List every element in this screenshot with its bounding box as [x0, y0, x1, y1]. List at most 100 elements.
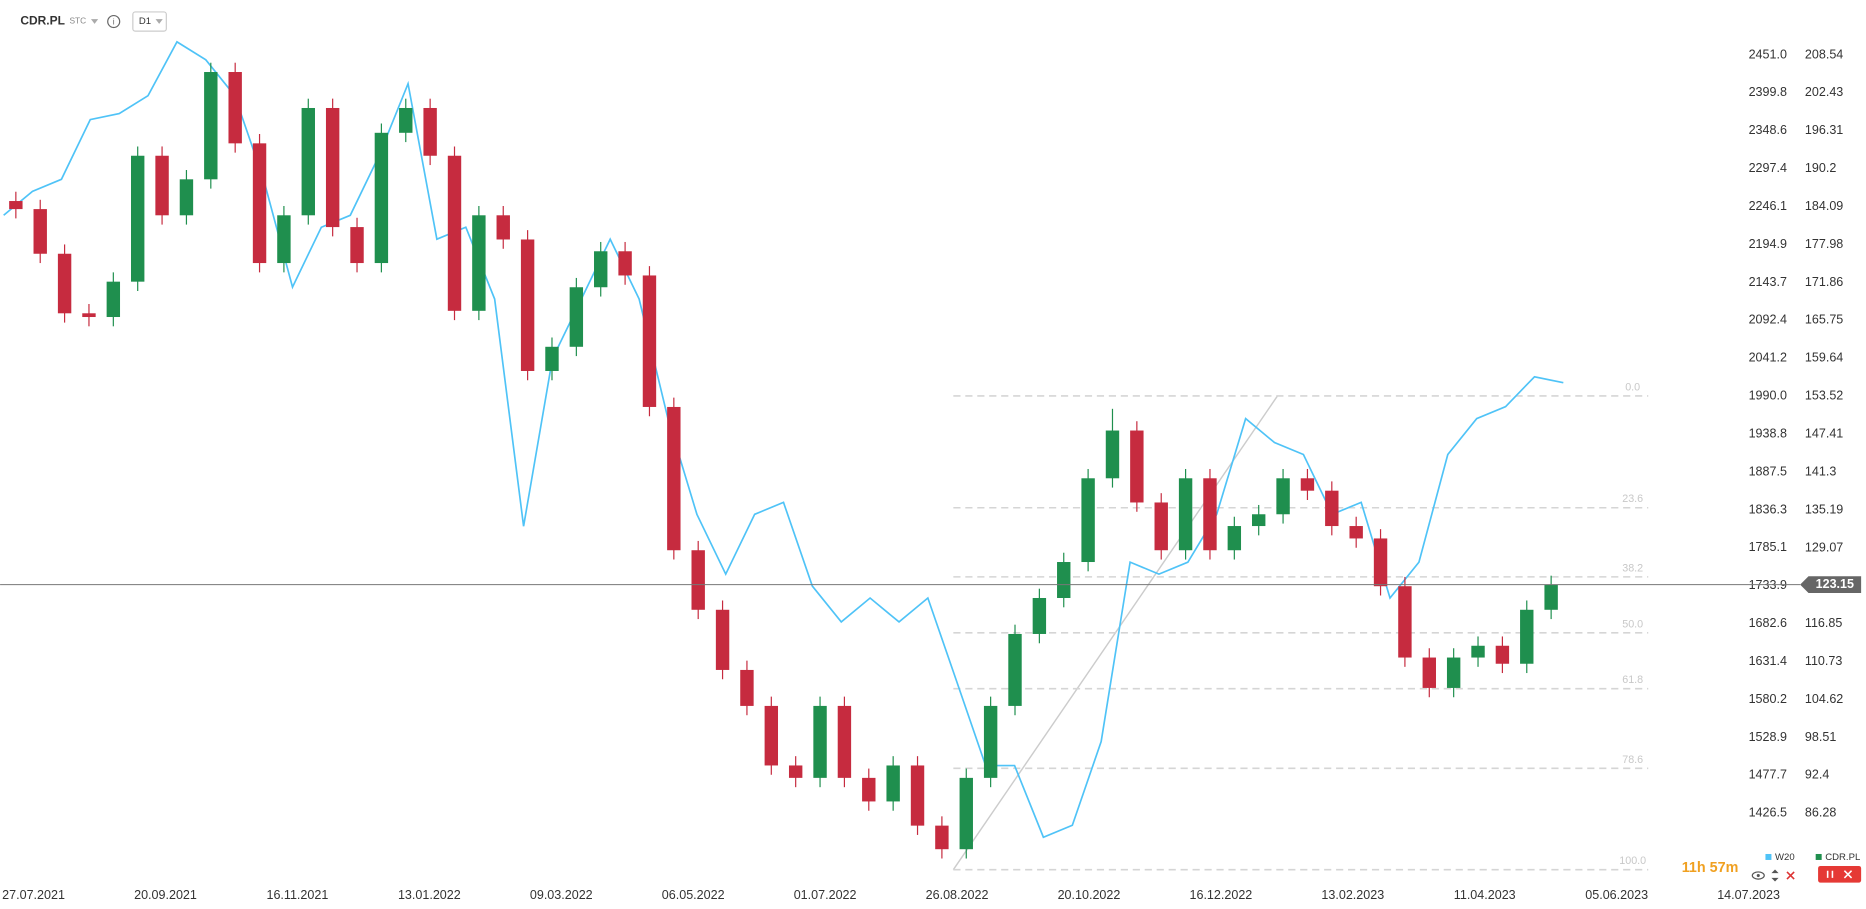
x-tick-label: 01.07.2022 [794, 888, 857, 902]
y-tick-label: 177.98 [1805, 237, 1843, 251]
y2-tick-label: 2143.7 [1749, 275, 1787, 289]
x-tick-label: 13.02.2023 [1321, 888, 1384, 902]
candle-body [1203, 478, 1217, 551]
y-tick-label: 98.51 [1805, 730, 1836, 744]
candle-body [1032, 597, 1047, 634]
x-tick-label: 27.07.2021 [2, 888, 65, 902]
candle-body [910, 765, 925, 826]
candle-body [179, 179, 194, 216]
fib-label: 23.6 [1622, 493, 1643, 505]
candle-body [1495, 645, 1510, 664]
candle-body [9, 201, 23, 210]
candle-body [1227, 526, 1242, 551]
candle-body [1325, 490, 1339, 527]
candle-body [837, 705, 852, 778]
interval-caret [155, 19, 163, 24]
candle-body [1300, 478, 1315, 491]
info-i: i [113, 16, 115, 26]
y-tick-label: 159.64 [1805, 351, 1843, 365]
move-icon[interactable] [1771, 869, 1779, 882]
y2-tick-label: 2092.4 [1749, 313, 1787, 327]
y-tick-label: 110.73 [1805, 654, 1842, 668]
candle-body [204, 72, 218, 180]
interval: D1 [139, 16, 151, 27]
candle-body [1130, 430, 1144, 503]
fib-label: 100.0 [1619, 855, 1646, 867]
y-tick-label: 190.2 [1805, 161, 1836, 175]
candle-body [1057, 562, 1071, 598]
candle-body [691, 550, 705, 610]
x-tick-label: 05.06.2023 [1585, 888, 1648, 902]
y-tick-label: 104.62 [1805, 692, 1843, 706]
candle-body [862, 777, 876, 802]
dropdown-caret[interactable] [90, 19, 99, 24]
symbol: CDR.PL [20, 14, 65, 28]
candle-body [618, 251, 632, 276]
y2-tick-label: 1836.3 [1749, 502, 1787, 516]
candle-body [447, 155, 462, 311]
info-icon[interactable] [107, 14, 121, 29]
fib-label: 50.0 [1622, 618, 1643, 630]
y-tick-label: 165.75 [1805, 313, 1843, 327]
candle-body [374, 132, 389, 264]
candle-body [252, 143, 267, 264]
y-tick-label: 202.43 [1805, 85, 1843, 99]
y2-tick-label: 2194.9 [1749, 237, 1787, 251]
candle-body [82, 313, 96, 318]
x-tick-label: 20.09.2021 [134, 888, 197, 902]
x-tick-label: 11.04.2023 [1454, 888, 1516, 902]
candle-body [1105, 430, 1120, 479]
y2-tick-label: 2041.2 [1749, 351, 1787, 365]
legend-label: W20 [1775, 852, 1795, 863]
candle-body [1081, 478, 1095, 563]
y2-tick-label: 1887.5 [1749, 464, 1787, 478]
y-tick-label: 86.28 [1805, 806, 1836, 820]
fib-label: 78.6 [1622, 754, 1643, 766]
w20-line [3, 40, 1564, 839]
candle-body [57, 253, 72, 314]
countdown: 11h 57m [1682, 860, 1739, 876]
candle-body [788, 765, 803, 778]
fib-label: 0.0 [1625, 381, 1640, 393]
candle-body [1544, 584, 1558, 610]
y-tick-label: 92.4 [1805, 768, 1829, 782]
y-tick-label: 129.07 [1805, 540, 1843, 554]
y-tick-label: 184.09 [1805, 199, 1843, 213]
y-tick-label: 153.52 [1805, 389, 1843, 403]
candle-body [1178, 478, 1193, 551]
x-tick-label: 16.11.2021 [266, 888, 328, 902]
interval-select[interactable] [132, 11, 167, 32]
candle-body [1398, 586, 1412, 658]
candle-body [496, 215, 510, 240]
close-button[interactable] [1818, 865, 1862, 883]
candle-body [667, 406, 681, 551]
candle-body [1520, 609, 1534, 664]
fib-label: 38.2 [1622, 562, 1643, 574]
current-price-label: 123.15 [1816, 577, 1854, 591]
y2-tick-label: 1938.8 [1749, 426, 1787, 440]
candle-body [715, 609, 730, 670]
candle-body [935, 825, 949, 850]
candle-body [545, 346, 559, 371]
y2-tick-label: 2399.8 [1749, 85, 1787, 99]
eye-icon[interactable] [1751, 871, 1765, 880]
y2-tick-label: 2297.4 [1749, 161, 1787, 175]
candle-body [399, 107, 413, 133]
y2-tick-label: 1477.7 [1749, 768, 1787, 782]
remove-icon[interactable] [1786, 871, 1795, 880]
y2-tick-label: 2246.1 [1749, 199, 1787, 213]
y2-tick-label: 1990.0 [1749, 389, 1787, 403]
x-tick-label: 13.01.2022 [398, 888, 461, 902]
candle-body [886, 765, 900, 802]
candle-body [350, 227, 364, 264]
candle-body [959, 777, 973, 850]
candle-body [594, 251, 608, 288]
x-tick-label: 09.03.2022 [530, 888, 593, 902]
y2-tick-label: 2348.6 [1749, 123, 1787, 137]
y-tick-label: 147.41 [1805, 426, 1843, 440]
current-price-badge [1800, 576, 1862, 594]
candle-body [569, 287, 584, 347]
candle-body [1446, 657, 1461, 688]
header: CDR.PL STC i D1 [20, 11, 167, 32]
